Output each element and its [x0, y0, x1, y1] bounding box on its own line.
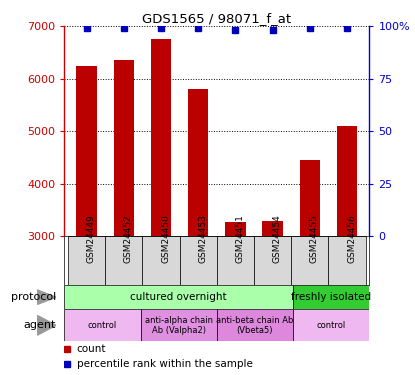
Text: control: control: [317, 321, 346, 330]
Text: GSM24452: GSM24452: [124, 214, 133, 263]
Text: count: count: [76, 344, 106, 354]
Text: cultured overnight: cultured overnight: [130, 292, 227, 302]
Bar: [254, 236, 291, 285]
Bar: [151, 39, 171, 236]
Polygon shape: [37, 290, 56, 304]
Bar: [68, 236, 105, 285]
Bar: [141, 309, 217, 341]
Bar: [225, 222, 246, 236]
Bar: [76, 66, 97, 236]
Bar: [142, 236, 180, 285]
Text: GSM24454: GSM24454: [273, 214, 282, 263]
Bar: [105, 236, 142, 285]
Text: GSM24451: GSM24451: [235, 214, 244, 263]
Text: percentile rank within the sample: percentile rank within the sample: [76, 359, 252, 369]
Polygon shape: [37, 315, 56, 335]
Bar: [262, 220, 283, 236]
Text: control: control: [88, 321, 117, 330]
Bar: [64, 285, 293, 309]
Bar: [291, 236, 328, 285]
Text: GSM24455: GSM24455: [310, 214, 319, 263]
Bar: [180, 236, 217, 285]
Bar: [337, 126, 357, 236]
Bar: [217, 309, 293, 341]
Bar: [300, 160, 320, 236]
Text: GSM24453: GSM24453: [198, 214, 207, 263]
Text: anti-alpha chain
Ab (Valpha2): anti-alpha chain Ab (Valpha2): [145, 316, 213, 335]
Bar: [64, 309, 141, 341]
Bar: [293, 309, 369, 341]
Bar: [328, 236, 366, 285]
Text: freshly isolated: freshly isolated: [291, 292, 371, 302]
Title: GDS1565 / 98071_f_at: GDS1565 / 98071_f_at: [142, 12, 291, 25]
Bar: [293, 285, 369, 309]
Text: protocol: protocol: [11, 292, 56, 302]
Text: agent: agent: [24, 320, 56, 330]
Text: GSM24456: GSM24456: [347, 214, 356, 263]
Bar: [217, 236, 254, 285]
Text: GSM24450: GSM24450: [161, 214, 170, 263]
Text: anti-beta chain Ab
(Vbeta5): anti-beta chain Ab (Vbeta5): [216, 316, 294, 335]
Text: GSM24449: GSM24449: [87, 214, 95, 263]
Bar: [188, 89, 208, 236]
Bar: [114, 60, 134, 236]
